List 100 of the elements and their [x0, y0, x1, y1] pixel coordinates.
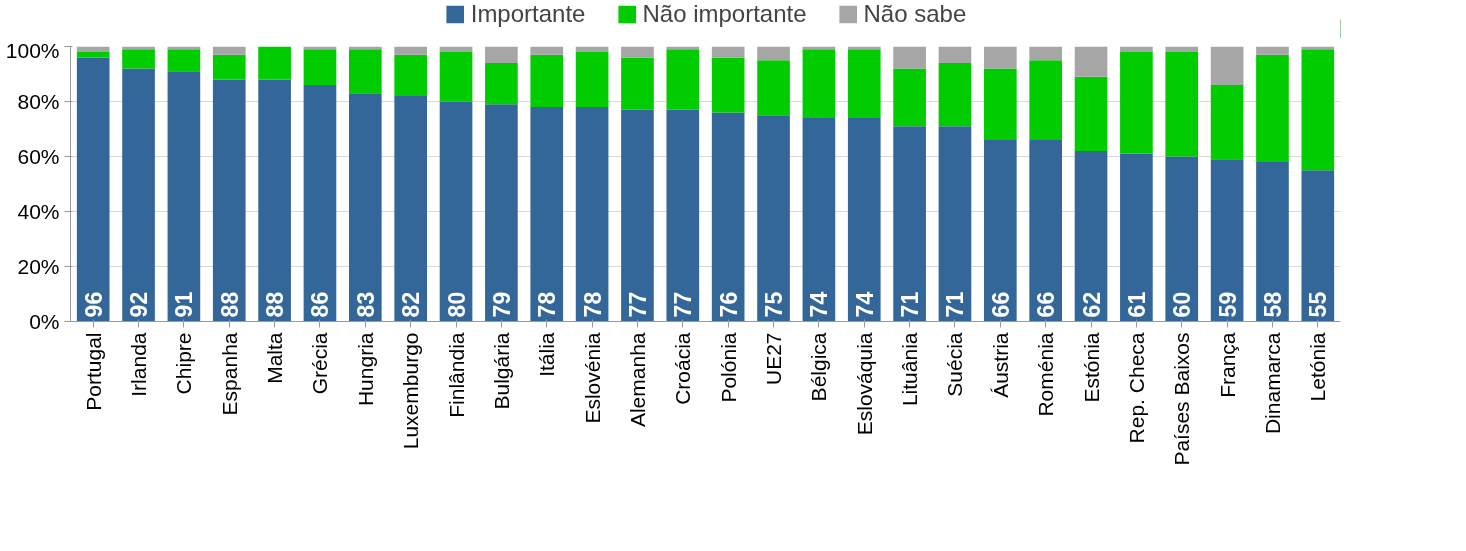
- bar: [394, 96, 428, 322]
- bar: [1165, 46, 1199, 52]
- bar: [303, 49, 337, 85]
- data-label: 74: [851, 291, 878, 318]
- bar: [1120, 46, 1153, 52]
- legend-label: Não importante: [642, 0, 807, 28]
- x-tick-label: Dinamarca: [1260, 332, 1284, 435]
- bar: [212, 46, 246, 55]
- x-tick-label: Eslováquia: [852, 332, 876, 436]
- bar: [938, 63, 972, 127]
- x-tick-label: Letónia: [1306, 332, 1330, 402]
- bar: [1120, 153, 1153, 322]
- y-tick-label: 80%: [17, 90, 60, 113]
- data-label: 74: [806, 291, 833, 318]
- bar: [122, 68, 155, 322]
- bar: [983, 140, 1017, 322]
- y-tick-label: 60%: [17, 145, 60, 168]
- data-label: 83: [352, 291, 379, 318]
- x-tick-label: Roménia: [1034, 332, 1058, 417]
- data-label: 88: [216, 291, 243, 318]
- y-tick-label: 40%: [17, 200, 60, 223]
- bar: [711, 112, 745, 322]
- bar: [485, 104, 518, 322]
- data-label: 59: [1214, 291, 1241, 318]
- data-label: 62: [1078, 291, 1105, 318]
- x-tick-label: Finlândia: [444, 332, 468, 418]
- x-tick-label: Grécia: [308, 332, 332, 395]
- bar: [530, 54, 564, 107]
- x-tick-label: Itália: [535, 332, 559, 377]
- x-tick-label: Malta: [263, 332, 287, 384]
- x-tick-label: Irlanda: [127, 332, 151, 397]
- data-label: 86: [307, 291, 334, 318]
- data-label: 76: [715, 291, 742, 318]
- bar: [348, 49, 382, 94]
- bar: [711, 46, 745, 58]
- bar: [983, 68, 1017, 140]
- x-tick-label: Croácia: [671, 332, 695, 405]
- bar: [757, 46, 790, 61]
- bar: [621, 46, 654, 58]
- bar: [439, 52, 473, 102]
- bar: [666, 109, 700, 322]
- data-label: 66: [1033, 291, 1060, 318]
- bar: [1210, 85, 1244, 160]
- y-tick-label: 20%: [17, 255, 60, 278]
- bar: [983, 46, 1017, 69]
- bar: [258, 79, 291, 322]
- x-tick-label: Países Baixos: [1170, 332, 1194, 466]
- data-label: 61: [1123, 291, 1150, 318]
- bar: [802, 118, 836, 322]
- y-tick-label: 0%: [29, 310, 60, 333]
- bar: [1074, 46, 1108, 77]
- x-tick-label: Lituânia: [898, 332, 922, 407]
- bar: [485, 63, 518, 105]
- x-tick-label: Eslovénia: [580, 332, 604, 424]
- bar: [1029, 60, 1063, 140]
- data-label: 79: [488, 291, 515, 318]
- bar: [1029, 46, 1063, 61]
- data-label: 82: [398, 291, 425, 318]
- x-tick-label: Estónia: [1079, 332, 1103, 403]
- x-tick-label: Rep. Checa: [1124, 332, 1148, 444]
- bar: [575, 52, 609, 107]
- data-label: 71: [897, 291, 924, 318]
- bar: [1120, 52, 1153, 154]
- x-tick-label: Bulgária: [489, 332, 513, 410]
- bar: [621, 57, 654, 110]
- bar: [893, 68, 926, 127]
- bar: [1301, 170, 1335, 322]
- x-tick-label: França: [1215, 332, 1239, 398]
- bar: [122, 49, 155, 69]
- bar: [1210, 46, 1244, 85]
- data-label: 60: [1169, 291, 1196, 318]
- bar: [666, 49, 700, 110]
- data-label: 80: [443, 291, 470, 318]
- bar: [1256, 46, 1289, 55]
- bar: [847, 49, 881, 118]
- bar: [1256, 162, 1289, 322]
- bar: [757, 60, 790, 116]
- bar: [76, 52, 110, 58]
- data-label: 77: [670, 291, 697, 318]
- data-label: 66: [987, 291, 1014, 318]
- bar: [439, 101, 473, 322]
- data-label: 78: [579, 291, 606, 318]
- bar: [802, 49, 836, 118]
- x-tick-label: Áustria: [988, 332, 1012, 398]
- bar: [1074, 151, 1108, 322]
- bar: [394, 54, 428, 96]
- data-label: 58: [1259, 291, 1286, 318]
- bar: [258, 46, 291, 80]
- data-label: 92: [126, 291, 153, 318]
- x-tick-label: Suécia: [943, 332, 967, 397]
- bar: [1256, 54, 1289, 162]
- bar: [621, 109, 654, 322]
- data-label: 75: [761, 291, 788, 318]
- bar: [76, 57, 110, 322]
- y-tick-label: 100%: [5, 38, 60, 62]
- bar: [167, 49, 201, 72]
- bar: [394, 46, 428, 55]
- data-label: 96: [80, 291, 107, 318]
- legend-label: Não sabe: [863, 0, 967, 28]
- bar: [1074, 76, 1108, 151]
